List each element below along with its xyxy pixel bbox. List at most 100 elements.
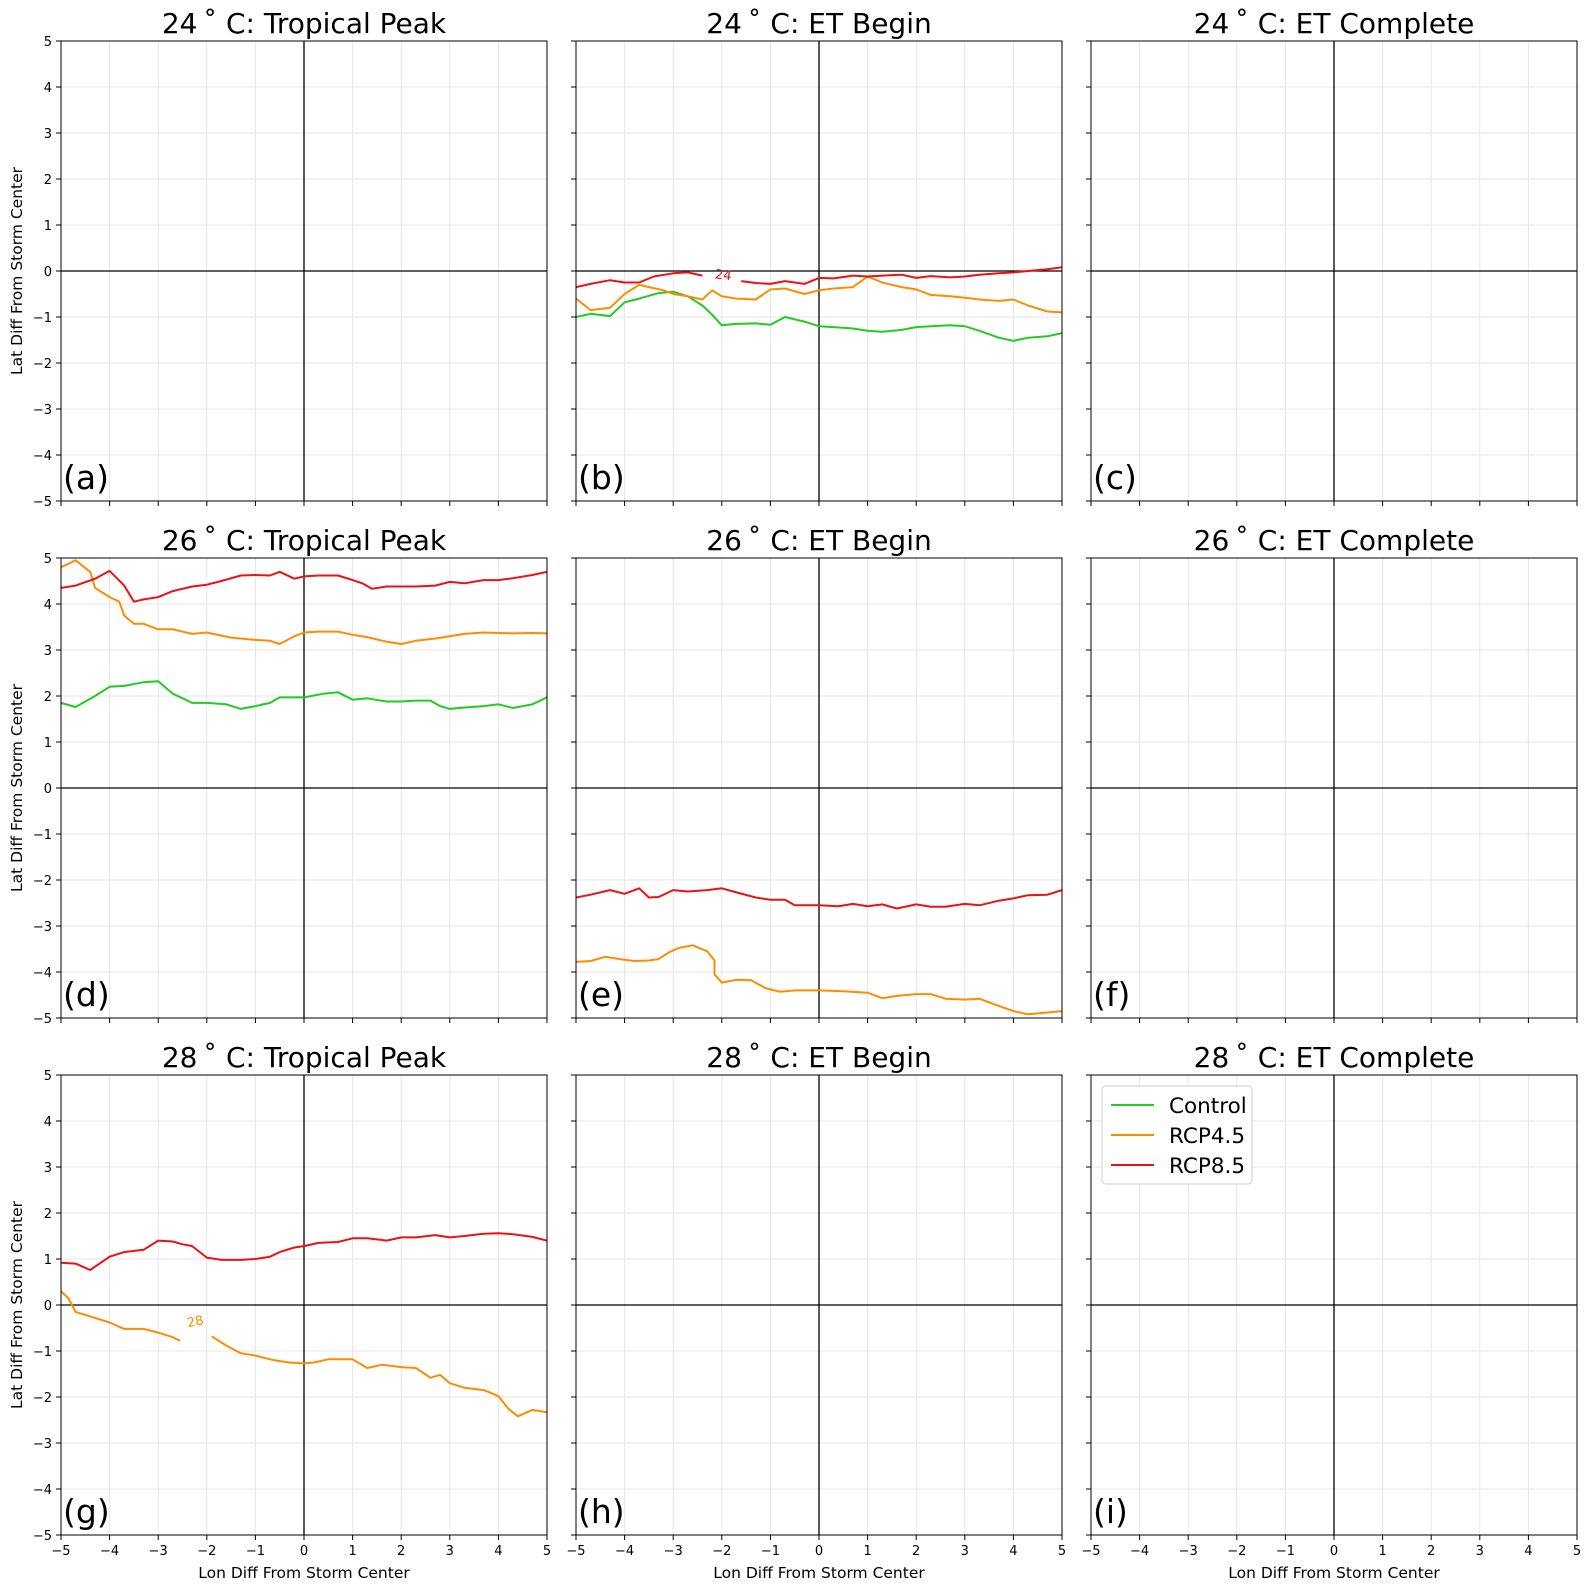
x-axis-label: Lon Diff From Storm Center [713,1564,925,1582]
x-tick-label: 0 [1330,1544,1338,1559]
panel-g: 28 −5 −4 −3 −2 −1 0 1 2 3 4 5 −5 −4 −3 −2 −1 0 1 2 3 4 5 28 ˚ C… [8,1041,551,1582]
series-group [61,559,547,710]
panel-title: 24 ˚ C: Tropical Peak [162,7,447,40]
y-tick-label: 1 [44,219,52,234]
y-tick-label: 3 [44,644,52,659]
series-group [61,1232,547,1418]
panel-title: 26 ˚ C: Tropical Peak [162,524,447,557]
legend-box [1101,1085,1253,1185]
y-tick-label: 4 [44,1115,52,1130]
x-tick-label: −2 [197,1544,216,1559]
series-line-rcp85 [61,1232,547,1271]
y-axis-label: Lat Diff From Storm Center [8,1200,26,1409]
x-tick-label: 1 [348,1544,356,1559]
panel-e: 26 ˚ C: ET Begin (e) [571,524,1063,1023]
y-tick-label: 4 [44,598,52,613]
x-tick-label: 2 [912,1544,920,1559]
y-tick-label: 4 [44,81,52,96]
x-tick-label: −3 [1179,1544,1198,1559]
y-tick-label: −3 [33,920,52,935]
panel-h: −5 −4 −3 −2 −1 0 1 2 3 4 5 28 ˚ C: ET Begin (h) Lon D… [566,1041,1066,1582]
panel-title: 28 ˚ C: ET Complete [1194,1041,1475,1074]
legend-label: RCP4.5 [1169,1124,1245,1149]
x-tick-label: −3 [664,1544,683,1559]
x-tick-label: −2 [1227,1544,1246,1559]
x-tick-label: −2 [712,1544,731,1559]
series-line-control [576,290,1062,342]
y-tick-label: 5 [44,552,52,567]
x-axis-label: Lon Diff From Storm Center [198,1564,410,1582]
y-axis-label: Lat Diff From Storm Center [8,166,26,375]
panel-title: 24 ˚ C: ET Complete [1194,7,1475,40]
y-tick-label: 5 [44,1069,52,1084]
y-tick-label: −2 [33,357,52,372]
series-group [576,887,1062,1016]
contour-label: 28 [186,1313,205,1331]
x-tick-label: 5 [1058,1544,1066,1559]
series-line-control [61,680,547,710]
x-tick-label: −5 [51,1544,70,1559]
legend-label: RCP8.5 [1169,1154,1245,1179]
panel-f: 26 ˚ C: ET Complete (f) [1086,524,1578,1023]
y-tick-label: 2 [44,1207,52,1222]
panel-letter: (i) [1093,1492,1128,1531]
y-tick-label: 1 [44,736,52,751]
x-tick-label: −4 [615,1544,634,1559]
y-tick-label: −5 [33,495,52,510]
x-tick-label: 4 [1009,1544,1017,1559]
panel-letter: (h) [578,1492,625,1531]
panel-a: −5 −4 −3 −2 −1 0 1 2 3 4 5 24 ˚ C: Tropical Peak (a)… [8,7,548,510]
series-group [576,266,1062,342]
y-tick-label: 2 [44,173,52,188]
x-tick-label: −5 [566,1544,585,1559]
x-tick-label: 4 [1524,1544,1532,1559]
series-line-rcp45 [61,1290,181,1342]
y-tick-label: −2 [33,1391,52,1406]
series-line-rcp85 [576,271,703,289]
y-tick-label: 2 [44,690,52,705]
x-tick-label: −1 [761,1544,780,1559]
y-tick-label: 5 [44,35,52,50]
y-tick-label: 0 [44,265,52,280]
y-tick-label: −5 [33,1529,52,1544]
y-tick-label: −1 [33,311,52,326]
series-line-rcp45 [576,944,1062,1016]
series-line-rcp85 [61,569,547,603]
y-tick-label: −4 [33,966,52,981]
x-tick-label: 2 [1427,1544,1435,1559]
panel-letter: (c) [1093,458,1137,497]
x-tick-label: 4 [494,1544,502,1559]
y-tick-label: −4 [33,1483,52,1498]
panel-title: 28 ˚ C: Tropical Peak [162,1041,447,1074]
y-tick-label: −3 [33,403,52,418]
panel-title: 26 ˚ C: ET Complete [1194,524,1475,557]
x-tick-label: 1 [863,1544,871,1559]
series-line-rcp45 [211,1335,547,1418]
x-tick-label: 1 [1378,1544,1386,1559]
x-tick-label: 3 [1476,1544,1484,1559]
x-tick-label: −4 [100,1544,119,1559]
x-tick-label: −1 [1276,1544,1295,1559]
series-line-rcp45 [576,275,1062,314]
y-tick-label: 3 [44,1161,52,1176]
y-tick-label: 0 [44,1299,52,1314]
x-tick-label: −3 [149,1544,168,1559]
panel-title: 24 ˚ C: ET Begin [706,7,931,40]
panel-b: 24 24 ˚ C: ET Begin (b) [571,7,1063,506]
y-tick-label: 1 [44,1253,52,1268]
panel-title: 26 ˚ C: ET Begin [706,524,931,557]
x-tick-label: −5 [1081,1544,1100,1559]
y-axis-label: Lat Diff From Storm Center [8,683,26,892]
y-tick-label: −3 [33,1437,52,1452]
y-tick-label: 0 [44,782,52,797]
x-tick-label: 5 [1573,1544,1581,1559]
series-line-rcp85 [576,887,1062,910]
panel-letter: (a) [63,458,109,497]
y-tick-label: −1 [33,1345,52,1360]
contour-label: 24 [714,267,732,284]
series-line-rcp45 [61,559,547,645]
y-tick-label: −5 [33,1012,52,1027]
x-tick-label: −4 [1130,1544,1149,1559]
x-tick-label: 0 [815,1544,823,1559]
